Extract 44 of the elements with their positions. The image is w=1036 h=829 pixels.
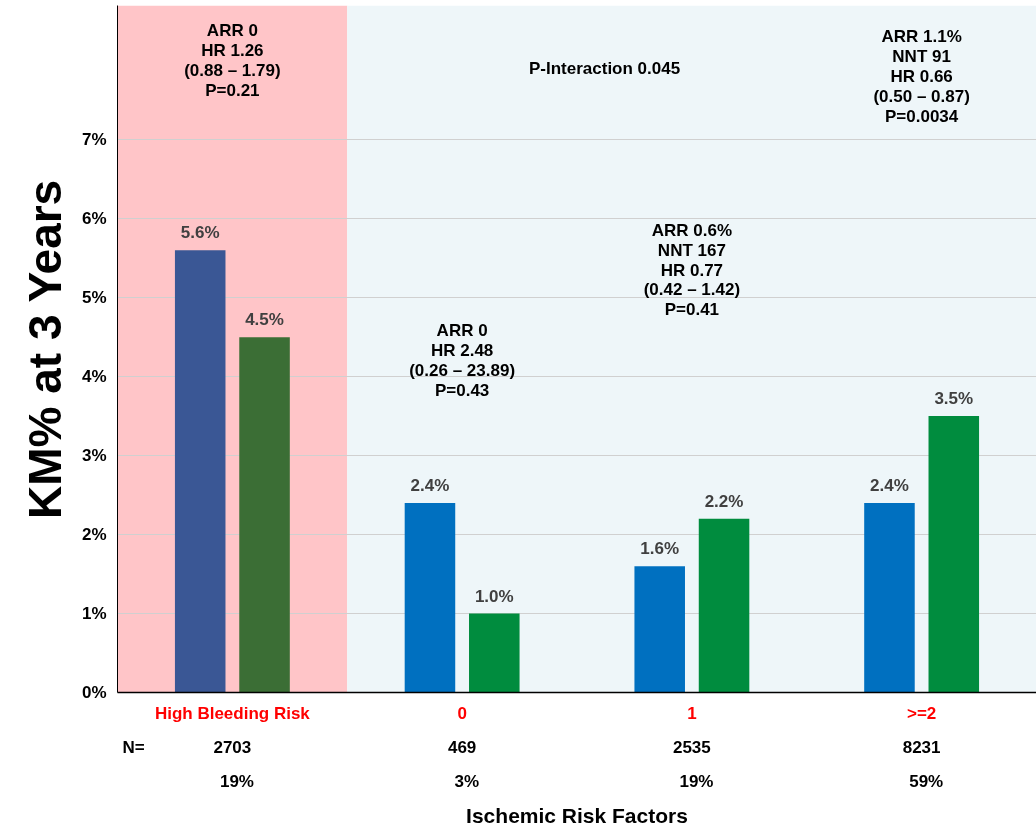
text: 469 xyxy=(447,737,477,757)
y-tick-label: 4% xyxy=(81,367,107,387)
x-tick-label: High Bleeding Risk xyxy=(154,703,311,723)
y-tick-label: 1% xyxy=(81,604,107,624)
x-tick-label: >=2 xyxy=(906,703,937,723)
text: 2703 xyxy=(213,737,252,757)
bar xyxy=(928,416,980,693)
x-axis-title: Ischemic Risk Factors xyxy=(466,803,688,827)
y-tick-label: 0% xyxy=(81,683,107,702)
data-label: 2.4% xyxy=(410,475,450,495)
annotation: ARR 0.6% NNT 167 HR 0.77 (0.42 – 1.42) P=0.41 xyxy=(643,220,741,320)
text: 59% xyxy=(909,771,944,791)
annotation: ARR 1.1% NNT 91 HR 0.66 (0.50 – 0.87) P=0.0034 xyxy=(873,27,970,126)
bar xyxy=(404,502,456,693)
text: 8231 xyxy=(902,737,941,757)
data-label: 2.2% xyxy=(704,491,744,511)
annotation: ARR 0 HR 2.48 (0.26 – 23.89) P=0.43 xyxy=(409,321,516,401)
y-tick-label: 7% xyxy=(81,130,107,150)
y-tick-label: 2% xyxy=(81,525,107,545)
bar xyxy=(174,250,226,693)
y-tick-label: 6% xyxy=(81,209,107,229)
text: 19% xyxy=(679,771,714,791)
data-label: 1.0% xyxy=(474,586,514,606)
y-axis-title: KM% at 3 Years xyxy=(18,179,71,520)
annotation: ARR 0 HR 1.26 (0.88 – 1.79) P=0.21 xyxy=(184,21,281,101)
x-tick-label: 0 xyxy=(457,703,467,723)
data-label: 2.4% xyxy=(870,475,909,495)
y-tick-label: 5% xyxy=(81,288,107,308)
data-label: 1.6% xyxy=(640,539,680,559)
x-tick-label: 1 xyxy=(687,703,697,723)
bar xyxy=(469,613,520,693)
y-tick-label: 3% xyxy=(81,446,107,466)
text: 3% xyxy=(454,771,480,791)
text: 19% xyxy=(219,771,254,791)
text: 2535 xyxy=(672,737,711,757)
data-label: 3.5% xyxy=(934,389,974,409)
bar xyxy=(634,566,685,693)
bar xyxy=(698,518,750,693)
data-label: 4.5% xyxy=(245,310,284,330)
bar xyxy=(239,337,290,693)
bar xyxy=(864,502,915,693)
data-label: 5.6% xyxy=(180,223,220,243)
text: N= xyxy=(122,737,145,757)
annotation: P-Interaction 0.045 xyxy=(528,59,681,79)
